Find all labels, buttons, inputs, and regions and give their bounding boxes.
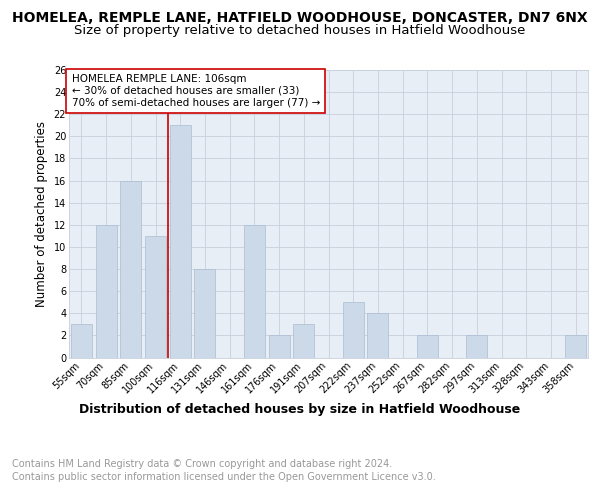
- Bar: [417, 336, 438, 357]
- Bar: [71, 324, 92, 358]
- Y-axis label: Number of detached properties: Number of detached properties: [35, 120, 48, 306]
- Bar: [244, 225, 265, 358]
- Bar: [145, 236, 166, 358]
- Bar: [367, 314, 388, 358]
- Bar: [170, 126, 191, 358]
- Bar: [343, 302, 364, 358]
- Text: HOMELEA REMPLE LANE: 106sqm
← 30% of detached houses are smaller (33)
70% of sem: HOMELEA REMPLE LANE: 106sqm ← 30% of det…: [71, 74, 320, 108]
- Bar: [120, 180, 141, 358]
- Text: Distribution of detached houses by size in Hatfield Woodhouse: Distribution of detached houses by size …: [79, 402, 521, 415]
- Text: HOMELEA, REMPLE LANE, HATFIELD WOODHOUSE, DONCASTER, DN7 6NX: HOMELEA, REMPLE LANE, HATFIELD WOODHOUSE…: [12, 11, 588, 25]
- Bar: [466, 336, 487, 357]
- Text: Contains HM Land Registry data © Crown copyright and database right 2024.: Contains HM Land Registry data © Crown c…: [12, 459, 392, 469]
- Bar: [95, 225, 116, 358]
- Bar: [194, 269, 215, 358]
- Bar: [565, 336, 586, 357]
- Text: Contains public sector information licensed under the Open Government Licence v3: Contains public sector information licen…: [12, 472, 436, 482]
- Bar: [269, 336, 290, 357]
- Text: Size of property relative to detached houses in Hatfield Woodhouse: Size of property relative to detached ho…: [74, 24, 526, 37]
- Bar: [293, 324, 314, 358]
